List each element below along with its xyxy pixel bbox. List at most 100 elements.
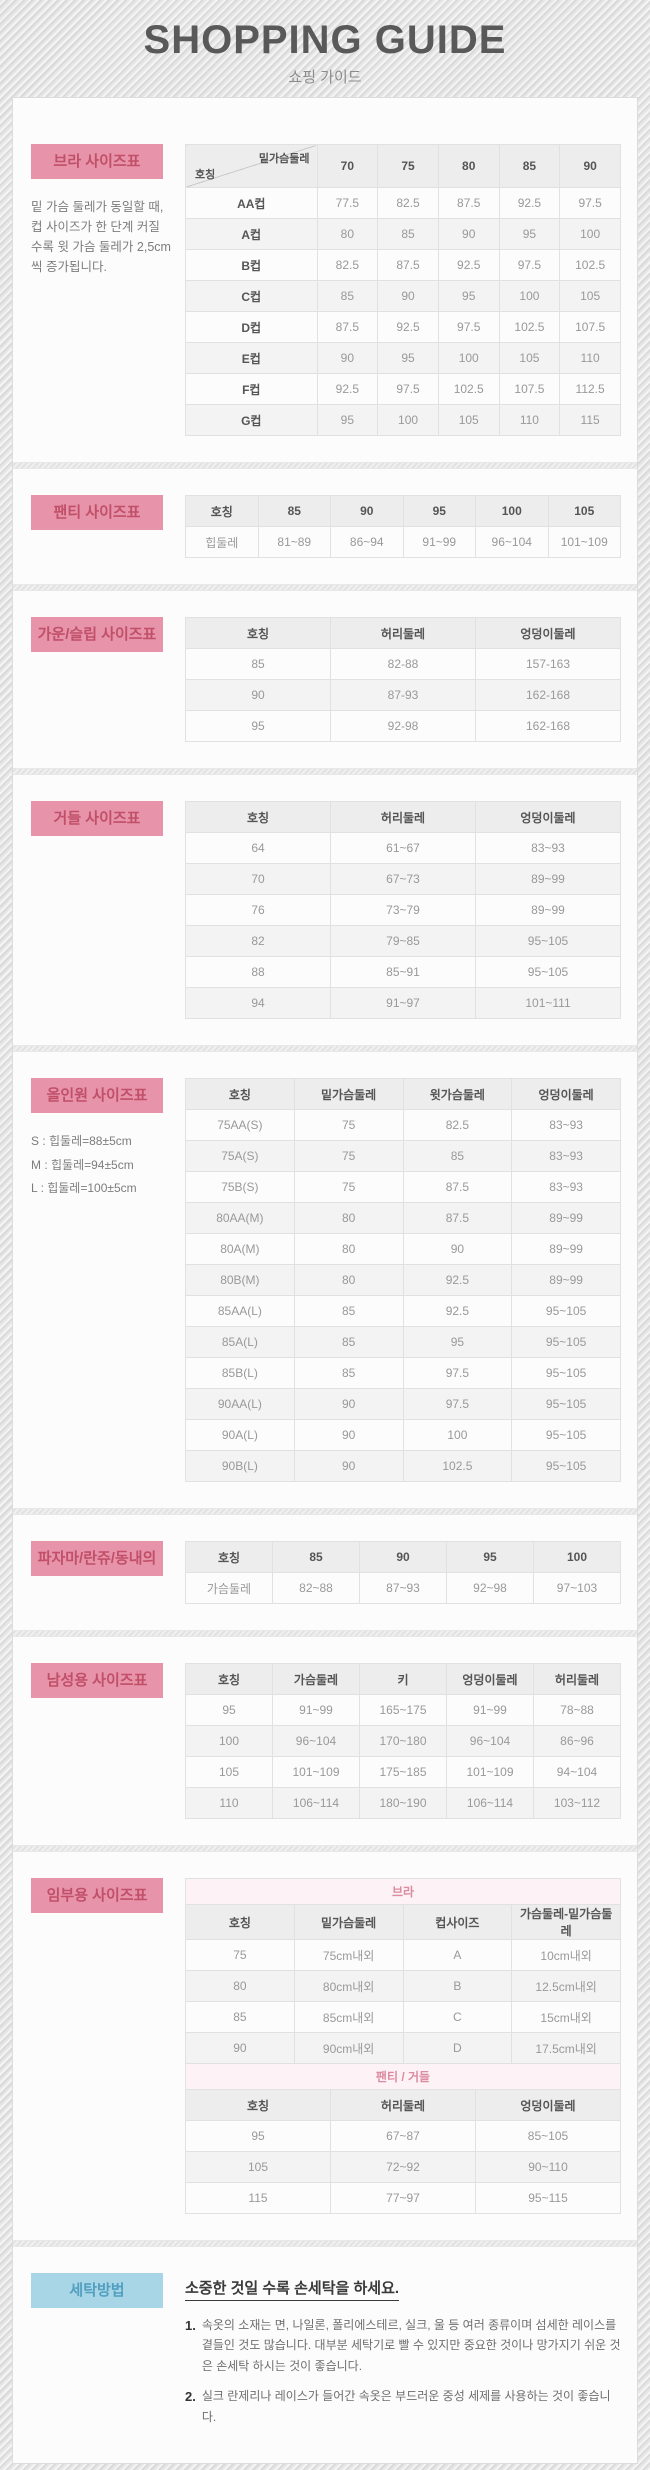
page-subtitle: 쇼핑 가이드 <box>288 69 362 86</box>
column-header: 100 <box>475 495 549 527</box>
table-cell: 162-168 <box>475 710 621 742</box>
all-in-one-section-label: 올인원 사이즈표 <box>31 1078 163 1113</box>
mens-size-table: 호칭 가슴둘레 키 엉덩이둘레 허리둘레 95 91~99 165~175 91~99 78~88… <box>185 1663 621 1819</box>
table-cell: 83~93 <box>475 832 621 864</box>
table-cell: 85 <box>185 2001 295 2033</box>
column-header: 호칭 <box>185 1541 273 1573</box>
column-header: 허리둘레 <box>330 617 476 649</box>
table-cell: 95~105 <box>511 1419 621 1451</box>
table-cell: 90 <box>185 679 331 711</box>
table-cell: 90 <box>293 1419 404 1451</box>
table-cell: 77.5 <box>316 187 379 219</box>
table-cell: 95 <box>437 280 500 312</box>
table-cell: 82 <box>185 925 331 957</box>
table-cell: 94 <box>185 987 331 1019</box>
table-cell: 91~99 <box>446 1694 534 1726</box>
table-cell: 80B(M) <box>185 1264 295 1296</box>
table-cell: 90~110 <box>475 2151 621 2183</box>
section-divider <box>13 1508 637 1515</box>
girdle-section-label: 거들 사이즈표 <box>31 801 163 836</box>
table-cell: 175~185 <box>359 1756 447 1788</box>
gown-slip-size-table: 호칭 허리둘레 엉덩이둘레 85 82-88 157-163 90 87-93 162-168 9… <box>185 617 621 742</box>
bra-table-wrap: 밑가슴둘레 호칭 70 75 80 85 90 AA컵 77.5 82.5 87.5 92.5 97.5… <box>185 144 621 436</box>
table-cell: 75cm내외 <box>293 1939 404 1971</box>
page-header: SHOPPING GUIDE 쇼핑 가이드 <box>0 0 650 97</box>
table-cell: 83~93 <box>511 1140 621 1172</box>
table-cell: 95 <box>316 404 379 436</box>
column-header: 호칭 <box>185 1904 295 1940</box>
diagonal-row-label: 호칭 <box>195 169 216 181</box>
section-divider <box>13 768 637 775</box>
section-divider <box>13 1045 637 1052</box>
table-cell: A컵 <box>185 218 318 250</box>
table-cell: 91~99 <box>272 1694 360 1726</box>
panty-section-side: 팬티 사이즈표 <box>27 495 185 558</box>
table-cell: 75 <box>293 1140 404 1172</box>
table-cell: 75AA(S) <box>185 1109 295 1141</box>
table-cell: 70 <box>185 863 331 895</box>
table-cell: 80 <box>293 1202 404 1234</box>
table-cell: 87~93 <box>359 1572 447 1604</box>
table-cell: 101~109 <box>446 1756 534 1788</box>
column-header: 호칭 <box>185 617 331 649</box>
table-cell: 95~105 <box>511 1388 621 1420</box>
table-cell: 80A(M) <box>185 1233 295 1265</box>
content-card: 브라 사이즈표 밑 가슴 둘레가 동일할 때, 컵 사이즈가 한 단계 커질수록… <box>12 97 638 2464</box>
table-cell: 79~85 <box>330 925 476 957</box>
table-cell: 165~175 <box>359 1694 447 1726</box>
column-header: 호칭 <box>185 1078 295 1110</box>
table-cell: 89~99 <box>511 1264 621 1296</box>
column-header: 85 <box>498 144 561 188</box>
table-cell: 89~99 <box>475 894 621 926</box>
section-panty-sizes: 팬티 사이즈표 호칭 85 90 95 100 105 힙둘레 81~89 86~94 91~99… <box>13 469 637 584</box>
table-cell: 101~109 <box>272 1756 360 1788</box>
section-washing-instructions: 세탁방법 소중한 것일 수록 손세탁을 하세요. 1. 속옷의 소재는 면, 나… <box>13 2247 637 2463</box>
all-in-one-note-m: M : 힙둘레=94±5cm <box>31 1157 134 1172</box>
table-cell: 97.5 <box>559 187 621 219</box>
table-cell: 92-98 <box>330 710 476 742</box>
table-cell: 61~67 <box>330 832 476 864</box>
table-cell: 157-163 <box>475 648 621 680</box>
table-cell: 110 <box>559 342 621 374</box>
girdle-size-table: 호칭 허리둘레 엉덩이둘레 64 61~67 83~93 70 67~73 89~99 76 73~… <box>185 801 621 1019</box>
table-cell: 95 <box>185 2120 331 2152</box>
table-cell: 90 <box>316 342 379 374</box>
panty-size-table: 호칭 85 90 95 100 105 힙둘레 81~89 86~94 91~99 96~104 10… <box>185 495 621 558</box>
table-cell: 100 <box>377 404 439 436</box>
table-cell: 101~109 <box>547 526 621 558</box>
table-cell: 95~105 <box>511 1450 621 1482</box>
section-divider <box>13 584 637 591</box>
column-header: 80 <box>437 144 500 188</box>
table-cell: 107.5 <box>559 311 621 343</box>
table-cell: 92.5 <box>377 311 439 343</box>
table-cell: D컵 <box>185 311 318 343</box>
table-cell: 95~105 <box>475 956 621 988</box>
table-cell: 83~93 <box>511 1109 621 1141</box>
table-cell: 95 <box>185 1694 273 1726</box>
column-header: 키 <box>359 1663 447 1695</box>
table-cell: 12.5cm내외 <box>511 1970 621 2002</box>
all-in-one-note-l: L : 힙둘레=100±5cm <box>31 1181 137 1196</box>
all-in-one-table-wrap: 호칭 밑가슴둘레 윗가슴둘레 엉덩이둘레 75AA(S) 75 82.5 83~93 75A(S… <box>185 1078 621 1482</box>
table-cell: 86~94 <box>330 526 404 558</box>
table-cell: 82-88 <box>330 648 476 680</box>
all-in-one-section-side: 올인원 사이즈표 S : 힙둘레=88±5cm M : 힙둘레=94±5cm L… <box>27 1078 185 1482</box>
table-cell: 85~91 <box>330 956 476 988</box>
girdle-table-wrap: 호칭 허리둘레 엉덩이둘레 64 61~67 83~93 70 67~73 89~99 76 73~… <box>185 801 621 1019</box>
column-header: 95 <box>446 1541 534 1573</box>
table-cell: 87.5 <box>402 1202 513 1234</box>
maternity-bra-size-table: 브라 호칭 밑가슴둘레 컵사이즈 가슴둘레-밑가슴둘레 75 75cm내외 A 10cm내외 80… <box>185 1878 621 2064</box>
table-cell: 95 <box>185 710 331 742</box>
column-header: 호칭 <box>185 495 259 527</box>
table-cell: 100 <box>185 1725 273 1757</box>
table-cell: 90B(L) <box>185 1450 295 1482</box>
table-cell: 110 <box>185 1787 273 1819</box>
table-cell: 77~97 <box>330 2182 476 2214</box>
table-cell: 67~87 <box>330 2120 476 2152</box>
washing-item-text: 속옷의 소재는 면, 나일론, 폴리에스테르, 실크, 울 등 여러 종류이며 … <box>201 2318 621 2373</box>
section-divider <box>13 1630 637 1637</box>
table-cell: 75A(S) <box>185 1140 295 1172</box>
table-cell: 힙둘레 <box>185 526 259 558</box>
washing-item-number: 1. <box>185 2318 196 2333</box>
